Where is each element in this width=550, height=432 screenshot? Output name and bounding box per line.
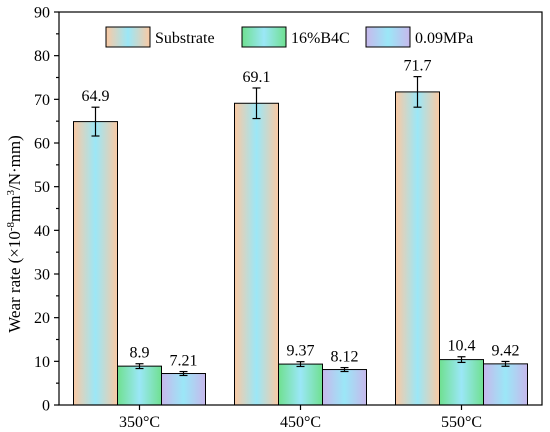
bar: [117, 365, 162, 406]
legend: Substrate 16%B4C 0.09MPa: [105, 26, 473, 48]
x-axis-ticks: 350°C 450°C 550°C: [119, 405, 482, 431]
bar: [234, 102, 279, 406]
bar: [395, 91, 440, 406]
y-axis-title-unit: mm: [5, 195, 24, 221]
data-label: 10.4: [448, 338, 476, 355]
x-tick-label: 450°C: [280, 414, 321, 431]
y-tick-label: 60: [34, 136, 50, 153]
data-label: 8.9: [130, 345, 150, 362]
bar: [322, 369, 367, 406]
plot-frame: [58, 11, 543, 406]
bar: [483, 363, 528, 406]
legend-label: 0.09MPa: [415, 30, 473, 47]
y-axis-title: Wear rate (×10-8mm3/N·mm): [5, 135, 24, 333]
y-tick-label: 90: [34, 5, 50, 22]
data-label: 8.12: [331, 349, 359, 366]
legend-swatch: [105, 26, 151, 48]
data-label: 7.21: [170, 353, 198, 370]
y-axis-title-exponent: -8: [5, 221, 17, 231]
legend-swatch: [241, 26, 287, 48]
bar: [278, 363, 323, 406]
y-tick-label: 20: [34, 310, 50, 327]
y-axis-ticks: 0 10 20 30 40 50 60 70 80 90: [34, 5, 59, 415]
bar: [439, 359, 484, 406]
y-axis-title-exponent: 3: [5, 189, 17, 195]
legend-label: 16%B4C: [291, 30, 350, 47]
data-label: 9.37: [287, 343, 315, 360]
y-tick-label: 70: [34, 92, 50, 109]
data-label: 64.9: [82, 88, 110, 105]
error-bars: [91, 76, 510, 377]
x-tick-label: 350°C: [119, 414, 160, 431]
y-tick-label: 50: [34, 179, 50, 196]
legend-swatch: [365, 26, 411, 48]
data-label: 9.42: [492, 342, 520, 359]
y-axis-title-tail: /N·mm): [5, 135, 24, 190]
y-tick-label: 30: [34, 267, 50, 284]
x-tick-label: 550°C: [441, 414, 482, 431]
data-label: 71.7: [404, 58, 432, 75]
bar-series: [73, 91, 528, 406]
y-tick-label: 0: [42, 398, 50, 415]
bar: [73, 121, 118, 406]
bar: [161, 373, 206, 406]
y-tick-label: 40: [34, 223, 50, 240]
data-labels: 64.9 8.9 7.21 69.1 9.37 8.12 71.7 10.4 9.42: [82, 58, 520, 370]
y-tick-label: 10: [34, 354, 50, 371]
y-tick-label: 80: [34, 48, 50, 65]
data-label: 69.1: [243, 69, 271, 86]
legend-label: Substrate: [155, 30, 215, 47]
